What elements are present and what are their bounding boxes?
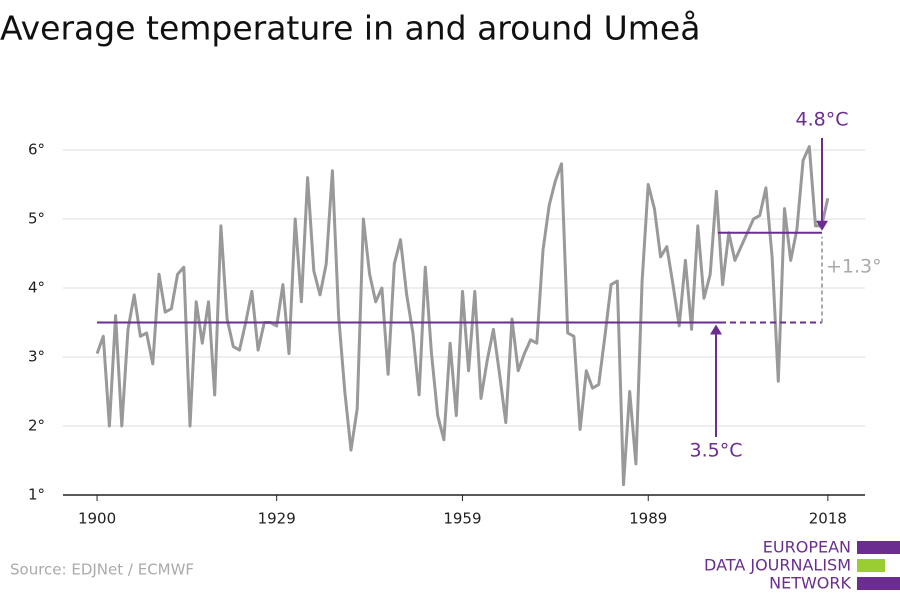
source: Source: EDJNet / ECMWF bbox=[10, 561, 194, 579]
x-tick-label: 1989 bbox=[629, 510, 667, 528]
annotation: +1.3° bbox=[826, 256, 882, 278]
arrow-head bbox=[710, 324, 722, 335]
logo-bar bbox=[857, 541, 900, 554]
x-tick-label: 1959 bbox=[443, 510, 481, 528]
y-tick-label: 2° bbox=[28, 417, 45, 435]
y-tick-label: 1° bbox=[28, 486, 45, 504]
x-tick-label: 1929 bbox=[258, 510, 296, 528]
chart-title: Average temperature in and around Umeå bbox=[0, 9, 700, 48]
arrow-head bbox=[816, 220, 828, 231]
annotation: 3.5°C bbox=[690, 440, 743, 462]
logo-bar bbox=[857, 559, 885, 572]
logo-text: EUROPEAN bbox=[763, 538, 851, 557]
x-tick-label: 1900 bbox=[78, 510, 116, 528]
logo-text: DATA JOURNALISM bbox=[704, 556, 851, 575]
data-line bbox=[95, 145, 830, 487]
logo-bar bbox=[857, 577, 900, 590]
logo-text: NETWORK bbox=[769, 574, 851, 593]
x-tick-label: 2018 bbox=[809, 510, 847, 528]
logo: EUROPEAN DATA JOURNALISM NETWORK bbox=[704, 538, 900, 593]
y-tick-label: 3° bbox=[28, 348, 45, 366]
annotation: 4.8°C bbox=[796, 109, 849, 131]
y-tick-label: 5° bbox=[28, 210, 45, 228]
y-tick-label: 4° bbox=[28, 279, 45, 297]
y-tick-label: 6° bbox=[28, 141, 45, 159]
